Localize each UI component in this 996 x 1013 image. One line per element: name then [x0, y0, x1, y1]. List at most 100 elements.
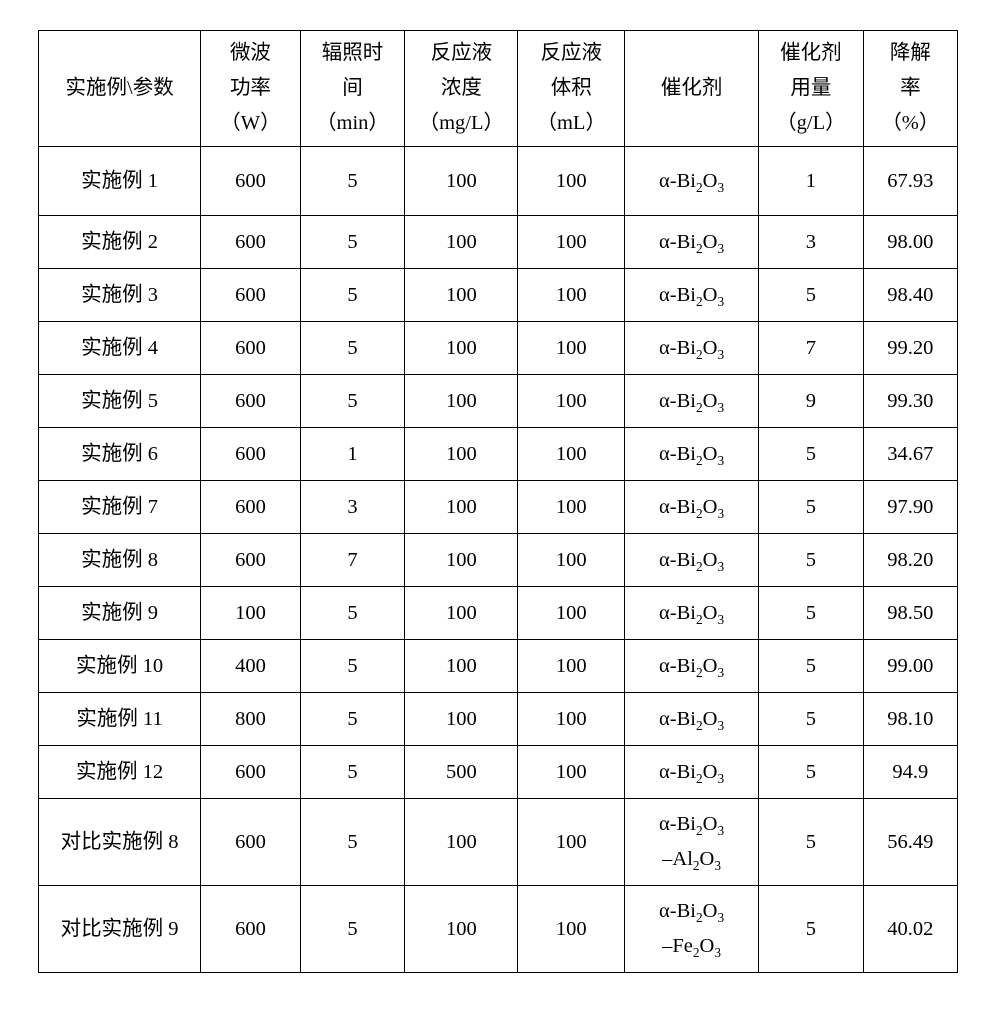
- catalyst-text: α-Bi2O3: [659, 708, 724, 730]
- table-row: 实施例 86007100100α-Bi2O3598.20: [39, 534, 958, 587]
- cell-catalyst: α-Bi2O3: [625, 693, 759, 746]
- cell-label: 实施例 5: [39, 375, 201, 428]
- cell-conc: 100: [405, 428, 518, 481]
- cell-catalyst: α-Bi2O3: [625, 587, 759, 640]
- cell-catalyst: α-Bi2O3–Al2O3: [625, 799, 759, 886]
- header-text: （min）: [303, 106, 403, 141]
- table-row: 实施例 16005100100α-Bi2O3167.93: [39, 147, 958, 216]
- table-row: 实施例 66001100100α-Bi2O3534.67: [39, 428, 958, 481]
- col-header-0: 实施例\参数: [39, 31, 201, 147]
- cell-power: 600: [201, 746, 300, 799]
- cell-time: 5: [300, 269, 405, 322]
- cell-catalyst: α-Bi2O3: [625, 216, 759, 269]
- header-text: 微波: [203, 36, 297, 71]
- cell-conc: 500: [405, 746, 518, 799]
- cell-rate: 94.9: [863, 746, 957, 799]
- cell-vol: 100: [518, 147, 625, 216]
- cell-label: 实施例 12: [39, 746, 201, 799]
- table-row: 实施例 104005100100α-Bi2O3599.00: [39, 640, 958, 693]
- header-text: 催化剂: [761, 36, 861, 71]
- cell-catalyst: α-Bi2O3: [625, 640, 759, 693]
- catalyst-text: α-Bi2O3: [659, 284, 724, 306]
- col-header-6: 催化剂用量（g/L）: [759, 31, 864, 147]
- cell-conc: 100: [405, 587, 518, 640]
- cell-power: 600: [201, 799, 300, 886]
- cell-catalyst: α-Bi2O3: [625, 322, 759, 375]
- cell-rate: 98.40: [863, 269, 957, 322]
- cell-label: 实施例 11: [39, 693, 201, 746]
- col-header-3: 反应液浓度（mg/L）: [405, 31, 518, 147]
- cell-catalyst: α-Bi2O3: [625, 746, 759, 799]
- cell-label: 实施例 10: [39, 640, 201, 693]
- table-row: 实施例 76003100100α-Bi2O3597.90: [39, 481, 958, 534]
- cell-vol: 100: [518, 640, 625, 693]
- cell-catalyst: α-Bi2O3: [625, 147, 759, 216]
- cell-dosage: 5: [759, 428, 864, 481]
- header-text: 辐照时: [303, 36, 403, 71]
- cell-vol: 100: [518, 587, 625, 640]
- col-header-1: 微波功率（W）: [201, 31, 300, 147]
- cell-dosage: 5: [759, 587, 864, 640]
- cell-rate: 97.90: [863, 481, 957, 534]
- cell-power: 100: [201, 587, 300, 640]
- catalyst-text: α-Bi2O3: [659, 170, 724, 192]
- header-text: （W）: [203, 106, 297, 141]
- cell-vol: 100: [518, 886, 625, 973]
- cell-power: 600: [201, 147, 300, 216]
- table-row: 实施例 56005100100α-Bi2O3999.30: [39, 375, 958, 428]
- cell-dosage: 5: [759, 481, 864, 534]
- cell-time: 5: [300, 886, 405, 973]
- cell-conc: 100: [405, 269, 518, 322]
- cell-rate: 98.00: [863, 216, 957, 269]
- cell-rate: 99.20: [863, 322, 957, 375]
- header-text: 实施例\参数: [41, 71, 198, 106]
- cell-dosage: 5: [759, 799, 864, 886]
- cell-vol: 100: [518, 481, 625, 534]
- cell-label: 实施例 9: [39, 587, 201, 640]
- table-row: 实施例 118005100100α-Bi2O3598.10: [39, 693, 958, 746]
- cell-rate: 98.50: [863, 587, 957, 640]
- cell-catalyst: α-Bi2O3: [625, 428, 759, 481]
- cell-power: 600: [201, 534, 300, 587]
- cell-conc: 100: [405, 693, 518, 746]
- cell-dosage: 5: [759, 693, 864, 746]
- cell-conc: 100: [405, 481, 518, 534]
- cell-rate: 98.10: [863, 693, 957, 746]
- header-text: 反应液: [520, 36, 622, 71]
- cell-power: 600: [201, 886, 300, 973]
- catalyst-text: α-Bi2O3: [659, 602, 724, 624]
- cell-label: 对比实施例 8: [39, 799, 201, 886]
- cell-time: 1: [300, 428, 405, 481]
- cell-vol: 100: [518, 799, 625, 886]
- catalyst-text: α-Bi2O3: [659, 337, 724, 359]
- table-row: 实施例 126005500100α-Bi2O3594.9: [39, 746, 958, 799]
- cell-conc: 100: [405, 886, 518, 973]
- col-header-4: 反应液体积（mL）: [518, 31, 625, 147]
- cell-catalyst: α-Bi2O3: [625, 375, 759, 428]
- table-row: 实施例 91005100100α-Bi2O3598.50: [39, 587, 958, 640]
- cell-dosage: 5: [759, 640, 864, 693]
- col-header-2: 辐照时间（min）: [300, 31, 405, 147]
- cell-vol: 100: [518, 746, 625, 799]
- cell-label: 对比实施例 9: [39, 886, 201, 973]
- cell-power: 600: [201, 481, 300, 534]
- table-row: 对比实施例 96005100100α-Bi2O3–Fe2O3540.02: [39, 886, 958, 973]
- cell-conc: 100: [405, 322, 518, 375]
- catalyst-text: α-Bi2O3: [659, 761, 724, 783]
- cell-catalyst: α-Bi2O3: [625, 269, 759, 322]
- cell-rate: 40.02: [863, 886, 957, 973]
- cell-rate: 67.93: [863, 147, 957, 216]
- header-text: 浓度: [407, 71, 515, 106]
- cell-dosage: 5: [759, 534, 864, 587]
- cell-conc: 100: [405, 147, 518, 216]
- cell-vol: 100: [518, 269, 625, 322]
- catalyst-text: α-Bi2O3: [659, 496, 724, 518]
- cell-catalyst: α-Bi2O3–Fe2O3: [625, 886, 759, 973]
- cell-dosage: 5: [759, 886, 864, 973]
- catalyst-text: α-Bi2O3: [659, 549, 724, 571]
- table-row: 实施例 26005100100α-Bi2O3398.00: [39, 216, 958, 269]
- catalyst-text: α-Bi2O3: [659, 443, 724, 465]
- cell-time: 5: [300, 799, 405, 886]
- cell-dosage: 9: [759, 375, 864, 428]
- cell-catalyst: α-Bi2O3: [625, 481, 759, 534]
